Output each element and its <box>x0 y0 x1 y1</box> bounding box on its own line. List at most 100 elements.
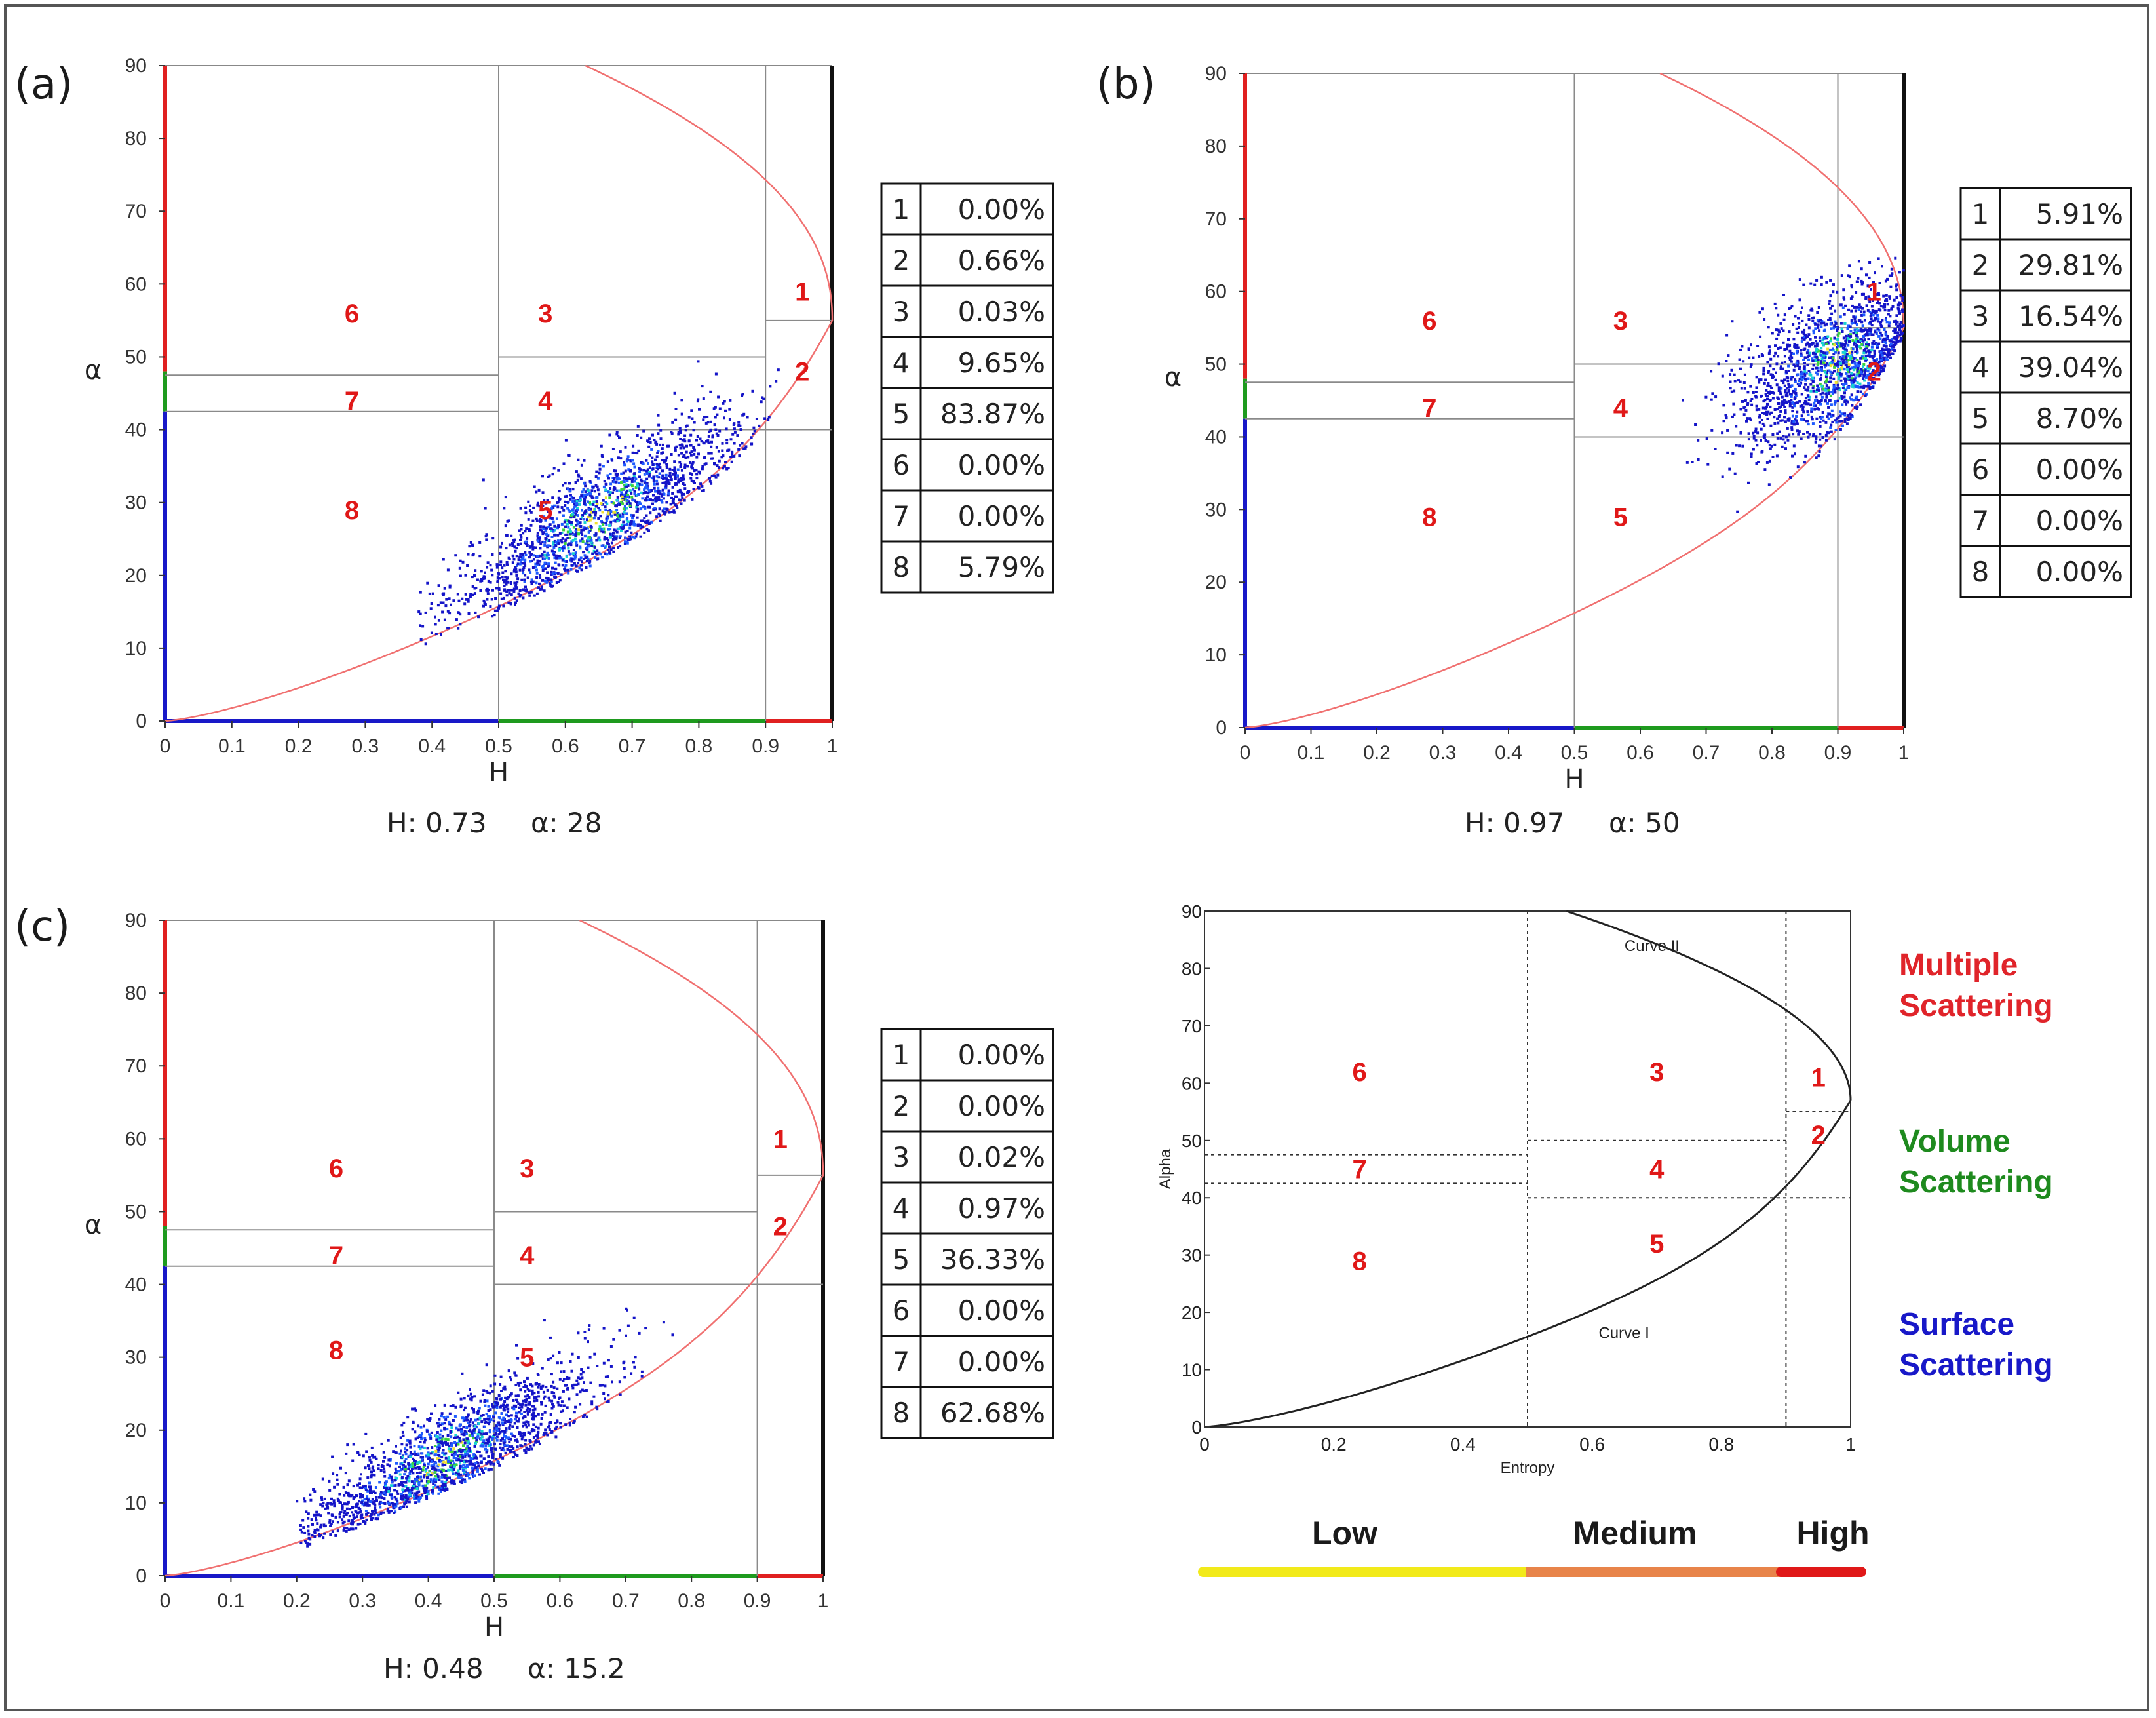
scatter-point <box>1731 452 1735 455</box>
scatter-point <box>528 529 531 532</box>
scatter-point <box>508 1449 511 1452</box>
scatter-point <box>625 507 628 510</box>
scatter-point <box>682 477 685 480</box>
scatter-point <box>689 461 691 464</box>
scatter-point <box>1832 326 1836 330</box>
scatter-point <box>446 568 450 572</box>
scatter-point <box>615 509 619 512</box>
scatter-point <box>603 537 606 541</box>
scatter-point <box>388 1487 391 1490</box>
scatter-point <box>714 406 717 409</box>
scatter-point <box>1733 373 1736 376</box>
scatter-point <box>1810 410 1813 413</box>
scatter-point <box>648 466 651 469</box>
scatter-point <box>616 514 619 517</box>
scatter-point <box>613 536 616 539</box>
scatter-point <box>514 603 516 606</box>
scatter-point <box>604 501 607 504</box>
scatter-point <box>658 507 661 511</box>
scatter-point <box>1756 444 1759 447</box>
scatter-point <box>1786 395 1789 398</box>
scatter-point <box>457 1472 460 1475</box>
scatter-point <box>455 1426 458 1430</box>
scatter-point <box>652 475 655 478</box>
scatter-point <box>536 501 539 505</box>
scatter-point <box>683 466 687 469</box>
scatter-point <box>515 1420 518 1423</box>
scatter-point <box>589 507 592 511</box>
scatter-point <box>691 467 694 470</box>
scatter-point <box>1791 410 1794 413</box>
scatter-point <box>550 1373 553 1376</box>
scatter-point <box>299 1524 302 1527</box>
scatter-point <box>457 1475 460 1479</box>
scatter-point <box>558 511 562 514</box>
scatter-point <box>1815 344 1819 347</box>
scatter-point <box>539 554 542 557</box>
scatter-point <box>503 1400 507 1403</box>
scatter-point <box>1853 343 1855 346</box>
scatter-point <box>1876 327 1879 330</box>
scatter-point <box>656 451 659 454</box>
scatter-point <box>388 1474 391 1477</box>
scatter-point <box>534 1382 537 1386</box>
scatter-point <box>516 1445 519 1449</box>
scatter-point <box>763 417 767 420</box>
scatter-point <box>657 486 660 490</box>
scatter-point <box>469 593 472 596</box>
scatter-point <box>574 1405 577 1409</box>
scatter-point <box>461 1459 465 1462</box>
scatter-point <box>1761 422 1765 425</box>
scatter-point <box>567 547 570 550</box>
scatter-point <box>577 473 580 477</box>
scatter-point <box>1870 311 1873 315</box>
scatter-point <box>678 444 682 447</box>
scatter-point <box>588 508 591 511</box>
scatter-point <box>1777 347 1780 350</box>
scatter-point <box>1792 363 1796 366</box>
scatter-point <box>569 1418 572 1420</box>
scatter-point <box>547 1426 550 1429</box>
scatter-point <box>558 1397 560 1400</box>
scatter-point <box>426 581 429 585</box>
scatter-point <box>321 1477 324 1481</box>
scatter-point <box>631 536 634 539</box>
scatter-point <box>1768 459 1771 463</box>
scatter-point <box>419 591 422 594</box>
scatter-point <box>1714 448 1717 450</box>
scatter-point <box>469 1388 471 1391</box>
scatter-point <box>446 1428 449 1431</box>
scatter-point <box>424 1470 427 1473</box>
scatter-point <box>1843 313 1846 316</box>
scatter-point <box>616 496 619 499</box>
scatter-point <box>463 1397 466 1400</box>
scatter-point <box>485 538 488 541</box>
scatter-point <box>1747 438 1750 441</box>
scatter-point <box>587 558 590 561</box>
scatter-point <box>574 481 577 484</box>
scatter-point <box>1864 359 1868 362</box>
scatter-point <box>665 464 668 467</box>
scatter-point <box>1806 394 1809 397</box>
scatter-point <box>1850 284 1853 287</box>
scatter-point <box>674 482 678 485</box>
scatter-point <box>483 1418 486 1421</box>
scatter-point <box>682 474 685 477</box>
scatter-point <box>1821 391 1824 395</box>
scatter-points <box>417 360 780 646</box>
scatter-point <box>1780 327 1783 330</box>
scatter-point <box>525 1397 528 1401</box>
scatter-point <box>1833 402 1836 406</box>
scatter-point <box>419 1441 422 1443</box>
x-tick-label: 0.4 <box>418 735 446 757</box>
scatter-point <box>452 1462 455 1466</box>
scatter-point <box>412 1485 415 1488</box>
scatter-point <box>625 485 628 488</box>
scatter-point <box>541 540 545 543</box>
scatter-point <box>1806 341 1809 344</box>
scatter-point <box>1774 351 1777 355</box>
x-tick-label: 0.8 <box>1758 742 1786 764</box>
scatter-point <box>431 1472 434 1475</box>
scatter-point <box>401 1498 404 1501</box>
scatter-point <box>1841 306 1845 309</box>
